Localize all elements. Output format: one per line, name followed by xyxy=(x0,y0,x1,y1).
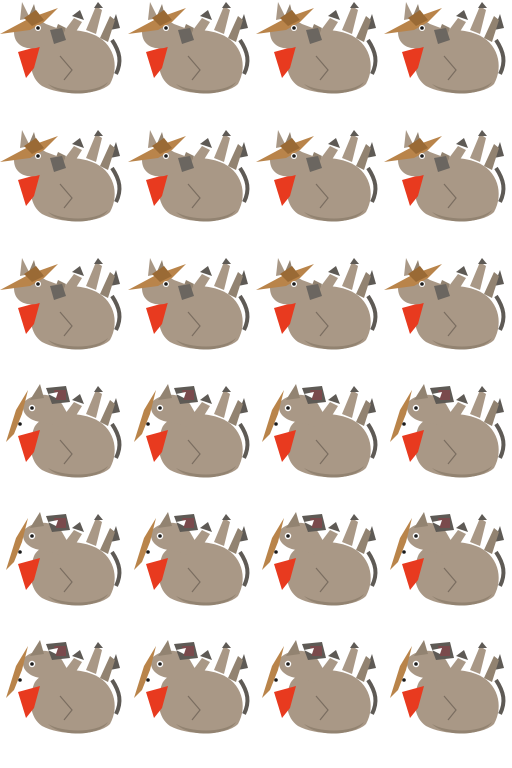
donkey-with-hat-icon xyxy=(256,130,378,222)
donkey-with-hat-icon xyxy=(0,258,122,350)
donkey-hat-falling-icon xyxy=(6,512,122,606)
donkey-hat-falling-icon xyxy=(262,384,378,478)
donkey-sprite-frame xyxy=(0,512,128,640)
donkey-sprite-frame xyxy=(0,384,128,512)
donkey-with-hat-icon xyxy=(0,2,122,94)
donkey-sprite-frame xyxy=(256,128,384,256)
donkey-sprite-frame xyxy=(384,512,512,640)
donkey-sprite-frame xyxy=(128,256,256,384)
donkey-sprite-frame xyxy=(128,384,256,512)
donkey-sprite-frame xyxy=(384,128,512,256)
donkey-with-hat-icon xyxy=(0,130,122,222)
donkey-sprite-frame xyxy=(384,0,512,128)
donkey-sprite-frame xyxy=(0,128,128,256)
donkey-with-hat-icon xyxy=(128,258,250,350)
donkey-sprite-frame xyxy=(128,0,256,128)
donkey-sprite-frame xyxy=(256,640,384,768)
donkey-hat-falling-icon xyxy=(390,512,506,606)
donkey-sprite-frame xyxy=(384,256,512,384)
donkey-hat-falling-icon xyxy=(6,640,122,734)
donkey-hat-falling-icon xyxy=(390,640,506,734)
donkey-with-hat-icon xyxy=(128,2,250,94)
donkey-hat-falling-icon xyxy=(262,640,378,734)
donkey-with-hat-icon xyxy=(384,258,506,350)
donkey-sprite-frame xyxy=(128,512,256,640)
donkey-sprite-frame xyxy=(0,0,128,128)
donkey-sprite-frame xyxy=(128,640,256,768)
donkey-sprite-frame xyxy=(384,384,512,512)
donkey-sprite-frame xyxy=(256,256,384,384)
donkey-hat-falling-icon xyxy=(390,384,506,478)
donkey-hat-falling-icon xyxy=(262,512,378,606)
donkey-sprite-frame xyxy=(256,512,384,640)
donkey-with-hat-icon xyxy=(256,258,378,350)
donkey-with-hat-icon xyxy=(384,2,506,94)
donkey-hat-falling-icon xyxy=(134,640,250,734)
donkey-sprite-frame xyxy=(384,640,512,768)
donkey-sprite-frame xyxy=(128,128,256,256)
donkey-with-hat-icon xyxy=(256,2,378,94)
donkey-sprite-frame xyxy=(256,0,384,128)
donkey-sprite-frame xyxy=(0,256,128,384)
donkey-hat-falling-icon xyxy=(134,384,250,478)
donkey-hat-falling-icon xyxy=(134,512,250,606)
donkey-with-hat-icon xyxy=(384,130,506,222)
donkey-hat-falling-icon xyxy=(6,384,122,478)
donkey-sprite-frame xyxy=(256,384,384,512)
donkey-with-hat-icon xyxy=(128,130,250,222)
donkey-sprite-frame xyxy=(0,640,128,768)
